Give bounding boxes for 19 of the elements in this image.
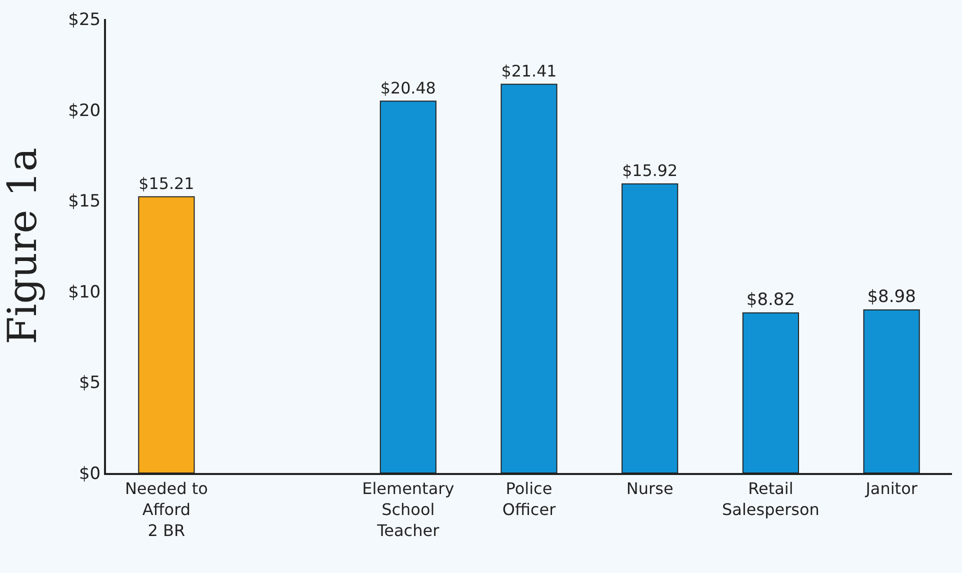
y-tick-label: $0 bbox=[78, 464, 101, 484]
y-tick-label: $10 bbox=[68, 282, 101, 302]
y-tick-label: $25 bbox=[68, 10, 101, 30]
x-tick-label: Needed to Afford 2 BR bbox=[124, 479, 208, 540]
x-tick-label: Retail Salesperson bbox=[722, 479, 820, 519]
data-label: $21.41 bbox=[501, 62, 557, 81]
y-tick-label: $15 bbox=[68, 192, 101, 212]
x-tick-label: Elementary School Teacher bbox=[362, 479, 454, 540]
y-tick-label: $20 bbox=[68, 100, 101, 121]
data-label: $15.21 bbox=[138, 174, 194, 194]
x-tick-label: Janitor bbox=[864, 479, 918, 498]
x-tick-label: Police Officer bbox=[502, 479, 556, 519]
y-tick-label: $5 bbox=[78, 373, 101, 394]
y-axis-title: Figure 1a bbox=[0, 148, 46, 344]
data-label: $8.82 bbox=[746, 290, 796, 310]
x-tick-label: Nurse bbox=[626, 479, 674, 498]
data-label: $15.92 bbox=[622, 161, 678, 180]
data-label: $20.48 bbox=[380, 78, 436, 98]
data-label: $8.98 bbox=[867, 286, 916, 307]
